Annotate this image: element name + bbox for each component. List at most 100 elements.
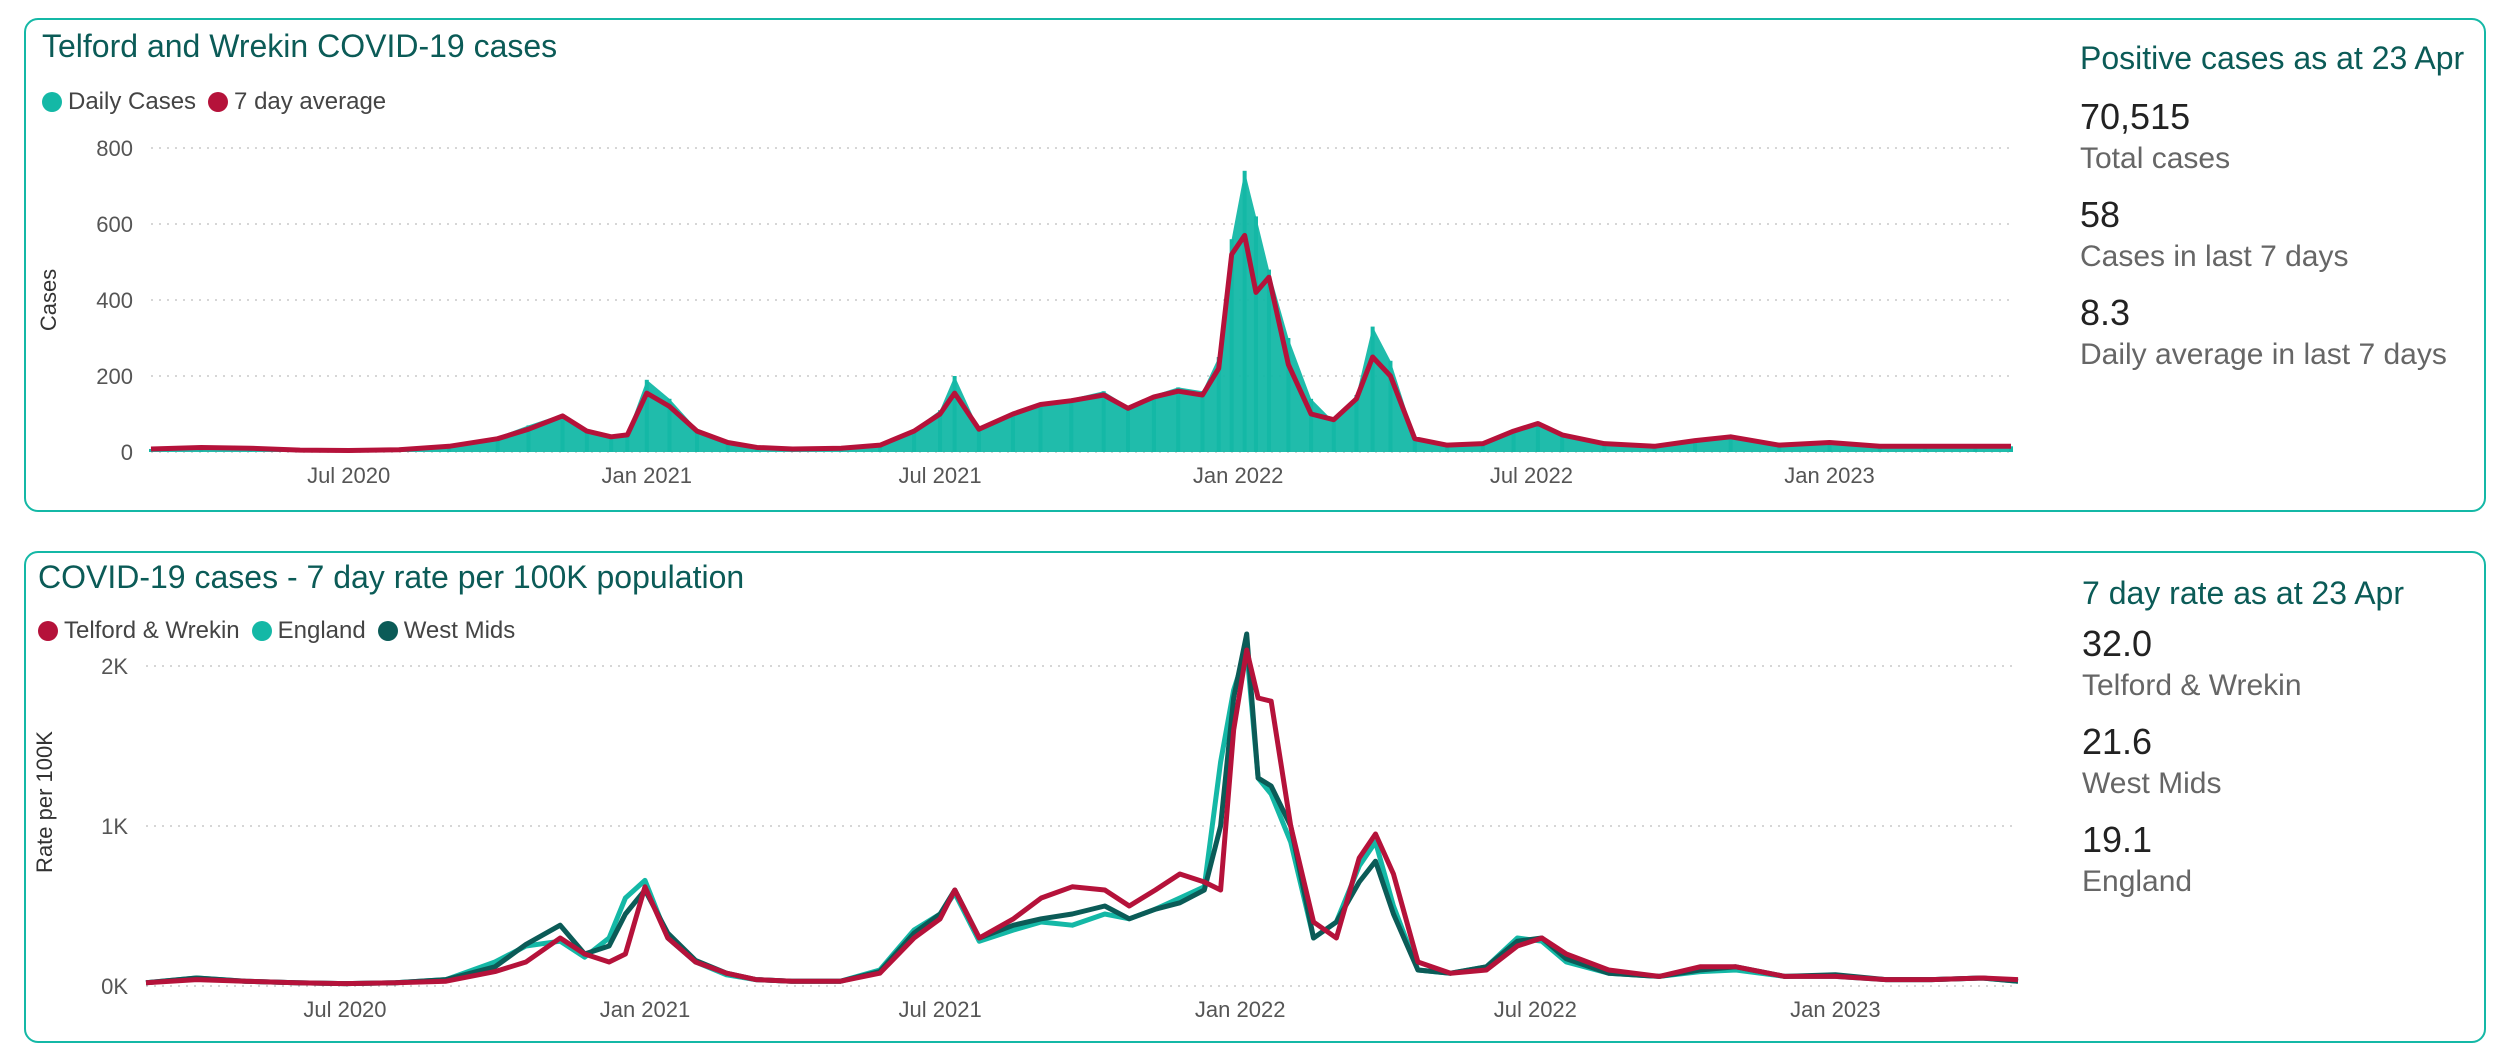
daily-cases-bar[interactable]: [644, 379, 649, 452]
daily-cases-bar[interactable]: [526, 425, 531, 452]
x-tick-label: Jul 2022: [1494, 997, 1577, 1022]
rate-kpi-card: 7 day rate as at 23 Apr 32.0 Telford & W…: [2082, 575, 2482, 916]
daily-cases-bar[interactable]: [1216, 357, 1221, 452]
kpi-total-cases-label: Total cases: [2080, 142, 2231, 175]
series-line-west-mids[interactable]: [145, 631, 2019, 987]
daily-cases-bar[interactable]: [667, 398, 672, 452]
legend-item-west-mids[interactable]: West Mids: [377, 617, 516, 645]
daily-cases-bar[interactable]: [952, 376, 957, 452]
legend-item-telford[interactable]: Telford & Wrekin: [38, 617, 240, 645]
daily-cases-bar[interactable]: [1370, 326, 1375, 452]
daily-cases-bar[interactable]: [1535, 421, 1540, 452]
daily-cases-bar[interactable]: [1445, 444, 1450, 452]
legend-dot-england: [251, 621, 272, 641]
cases-legend: Daily Cases 7 day average: [42, 88, 386, 116]
kpi-telford-rate-label: Telford & Wrekin: [2082, 669, 2302, 702]
daily-cases-bar[interactable]: [1923, 446, 1928, 452]
legend-dot-7-day-average: [208, 92, 229, 112]
daily-cases-bar[interactable]: [1973, 446, 1978, 452]
kpi-last7-label: Cases in last 7 days: [2080, 240, 2349, 273]
legend-item-7-day-average[interactable]: 7 day average: [208, 88, 386, 116]
x-tick-label: Jul 2021: [899, 997, 982, 1022]
y-tick-label: 0: [121, 440, 133, 465]
x-tick-label: Jan 2022: [1195, 997, 1286, 1022]
daily-cases-bar[interactable]: [1331, 421, 1336, 452]
seven-day-average-line[interactable]: [150, 232, 2011, 453]
x-tick-label: Jan 2021: [600, 997, 691, 1022]
cases-kpi-card: Positive cases as at 23 Apr 70,515 Total…: [2080, 40, 2480, 389]
x-tick-label: Jan 2021: [602, 463, 693, 488]
series-line-england[interactable]: [145, 647, 2019, 987]
kpi-england-rate-label: England: [2082, 865, 2193, 898]
daily-cases-bar[interactable]: [1827, 442, 1832, 453]
daily-cases-bar[interactable]: [1176, 387, 1181, 452]
daily-cases-bar[interactable]: [1388, 360, 1393, 452]
daily-cases-bar[interactable]: [149, 448, 153, 452]
daily-cases-bar[interactable]: [1266, 269, 1271, 452]
daily-cases-bar[interactable]: [1877, 446, 1882, 452]
y-tick-label: 600: [96, 212, 133, 237]
daily-cases-bar[interactable]: [560, 414, 565, 452]
daily-cases-bar[interactable]: [2009, 446, 2013, 452]
series-line-telford-wrekin[interactable]: [145, 647, 2019, 987]
daily-cases-bar[interactable]: [1253, 216, 1258, 452]
rate-panel: COVID-19 cases - 7 day rate per 100K pop…: [24, 551, 2486, 1043]
daily-cases-bar[interactable]: [695, 429, 700, 452]
legend-item-daily-cases[interactable]: Daily Cases: [42, 88, 196, 116]
kpi-total-cases-value: 70,515: [2080, 96, 2191, 137]
kpi-telford-rate-value: 32.0: [2082, 623, 2153, 664]
daily-cases-bar[interactable]: [1309, 398, 1314, 452]
daily-cases-bar[interactable]: [1777, 445, 1782, 452]
kpi-last7-value: 58: [2080, 194, 2121, 235]
daily-cases-bar[interactable]: [584, 429, 589, 452]
daily-cases-bar[interactable]: [1242, 170, 1247, 453]
daily-cases-bar[interactable]: [1652, 446, 1657, 452]
legend-dot-telford: [38, 621, 58, 641]
y-axis-label: Rate per 100K: [32, 731, 57, 873]
daily-cases-bar[interactable]: [725, 440, 730, 452]
cases-kpi-heading: Positive cases as at 23 Apr: [2080, 40, 2465, 76]
daily-cases-bar[interactable]: [1101, 391, 1106, 452]
y-tick-label: 800: [96, 136, 133, 161]
daily-cases-bar[interactable]: [1286, 338, 1291, 452]
rate-chart[interactable]: 0K 1K 2K Jul 2020 Jan 2021 Jul 2021 Jan 2022 Ju…: [26, 553, 2066, 1041]
daily-cases-bar[interactable]: [1038, 402, 1043, 452]
daily-cases-bar[interactable]: [1229, 239, 1234, 452]
daily-cases-bars[interactable]: [151, 170, 2011, 453]
daily-cases-bar[interactable]: [912, 429, 917, 452]
legend-label-telford: Telford & Wrekin: [64, 617, 240, 644]
daily-cases-bar[interactable]: [1560, 433, 1565, 452]
daily-cases-bar[interactable]: [1480, 442, 1485, 453]
legend-item-england[interactable]: England: [251, 617, 366, 645]
legend-label-7-day-average: 7 day average: [234, 88, 387, 115]
y-tick-label: 2K: [101, 654, 128, 679]
daily-cases-bar[interactable]: [976, 429, 981, 452]
cases-chart[interactable]: 0 200 400 600 800 Jul 2020 Jan 2021 Jul 2021 Jan…: [26, 20, 2066, 510]
rate-kpi-heading: 7 day rate as at 23 Apr: [2082, 575, 2404, 611]
daily-cases-bar[interactable]: [1354, 395, 1359, 452]
daily-cases-bar[interactable]: [1151, 395, 1156, 452]
y-axis-label: Cases: [36, 269, 61, 331]
legend-label-west-mids: West Mids: [403, 617, 516, 644]
x-tick-label: Jan 2022: [1193, 463, 1284, 488]
x-tick-label: Jul 2021: [898, 463, 981, 488]
legend-label-daily-cases: Daily Cases: [68, 88, 197, 115]
x-tick-label: Jul 2022: [1490, 463, 1573, 488]
daily-cases-bar[interactable]: [1511, 429, 1516, 452]
daily-cases-bar[interactable]: [447, 446, 452, 452]
daily-cases-bar[interactable]: [938, 410, 943, 452]
daily-cases-bar[interactable]: [609, 436, 614, 452]
daily-cases-bar[interactable]: [878, 444, 883, 452]
daily-cases-bar[interactable]: [1693, 440, 1698, 452]
daily-cases-bar[interactable]: [1412, 436, 1417, 452]
daily-cases-bar[interactable]: [1200, 391, 1205, 452]
x-tick-label: Jan 2023: [1784, 463, 1875, 488]
daily-cases-bar[interactable]: [1728, 436, 1733, 452]
rate-panel-title: COVID-19 cases - 7 day rate per 100K pop…: [38, 559, 745, 595]
daily-cases-bar[interactable]: [1602, 442, 1607, 453]
daily-cases-bar[interactable]: [495, 436, 500, 452]
daily-cases-bar[interactable]: [625, 433, 630, 452]
daily-cases-bar[interactable]: [1125, 406, 1130, 452]
daily-cases-bar[interactable]: [1069, 398, 1074, 452]
daily-cases-bar[interactable]: [1010, 414, 1015, 452]
